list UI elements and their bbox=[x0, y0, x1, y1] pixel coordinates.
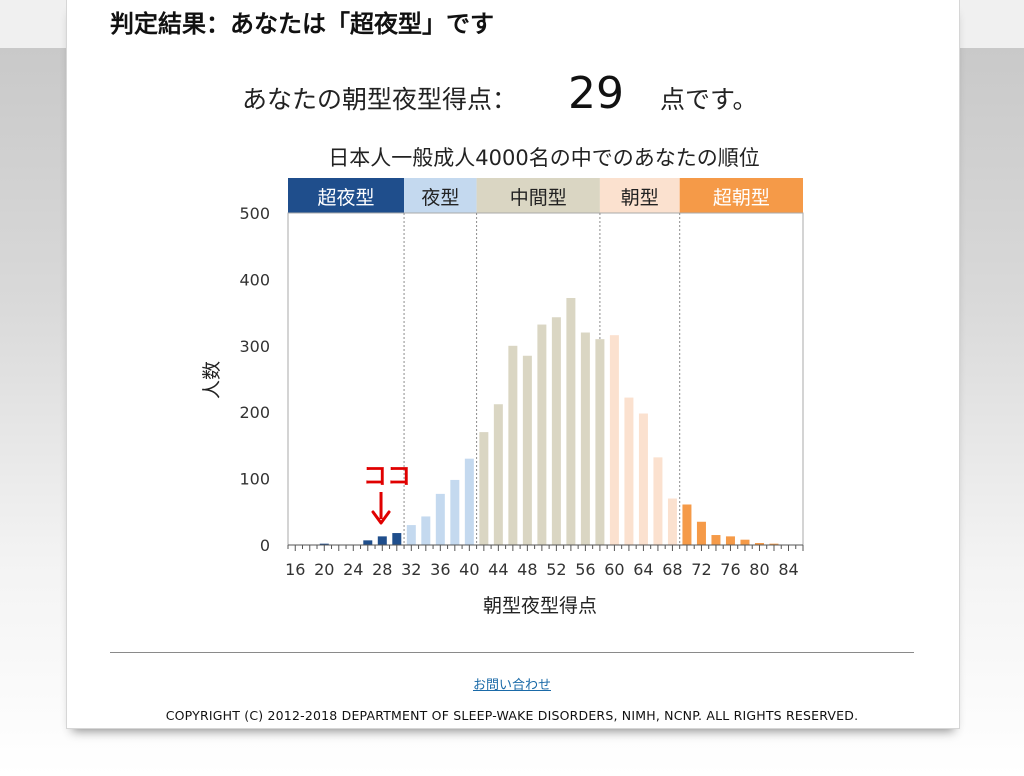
band-label: 超朝型 bbox=[713, 187, 770, 209]
histogram-bar bbox=[725, 536, 735, 545]
histogram-bar bbox=[363, 540, 373, 545]
score-prefix: あなたの朝型夜型得点： bbox=[242, 85, 518, 114]
histogram-bar bbox=[609, 335, 619, 545]
y-tick-label: 0 bbox=[260, 536, 270, 555]
histogram-bar bbox=[493, 404, 503, 545]
histogram-bar bbox=[551, 317, 561, 545]
histogram-bar bbox=[580, 332, 590, 545]
band-label: 朝型 bbox=[621, 187, 659, 209]
histogram-bar bbox=[435, 493, 445, 545]
y-tick-label: 400 bbox=[239, 270, 270, 289]
x-axis-label: 朝型夜型得点 bbox=[483, 595, 597, 617]
histogram-bar bbox=[450, 479, 460, 545]
band-label: 中間型 bbox=[510, 187, 567, 209]
x-tick-label: 80 bbox=[749, 560, 769, 579]
histogram-bar bbox=[769, 543, 779, 545]
x-tick-label: 16 bbox=[285, 560, 305, 579]
marker-arrow-icon bbox=[371, 510, 391, 525]
histogram-bar bbox=[624, 397, 634, 545]
band-label: 夜型 bbox=[421, 187, 459, 209]
x-tick-label: 32 bbox=[401, 560, 421, 579]
x-tick-label: 52 bbox=[546, 560, 566, 579]
x-tick-label: 56 bbox=[575, 560, 595, 579]
histogram-bar bbox=[508, 345, 518, 545]
x-tick-label: 72 bbox=[691, 560, 711, 579]
chart-title: 日本人一般成人4000名の中でのあなたの順位 bbox=[328, 146, 759, 170]
histogram-bar bbox=[566, 297, 576, 545]
y-tick-label: 500 bbox=[239, 204, 270, 223]
histogram-bar bbox=[392, 533, 402, 545]
histogram-bar bbox=[319, 543, 329, 545]
marker-label: ココ bbox=[363, 462, 411, 490]
x-tick-label: 24 bbox=[343, 560, 363, 579]
x-tick-label: 84 bbox=[778, 560, 798, 579]
histogram-bar bbox=[522, 355, 532, 545]
band-header bbox=[476, 178, 600, 213]
band-header bbox=[288, 178, 405, 213]
result-title: 判定結果：あなたは「超夜型」です bbox=[110, 10, 494, 38]
histogram-bar bbox=[537, 324, 547, 545]
x-tick-label: 28 bbox=[372, 560, 392, 579]
histogram-bar bbox=[479, 432, 489, 545]
histogram-bar bbox=[638, 413, 648, 545]
band-header bbox=[679, 178, 803, 213]
histogram-bar bbox=[682, 504, 692, 545]
y-axis-label: 人数 bbox=[201, 361, 223, 399]
x-tick-label: 36 bbox=[430, 560, 450, 579]
x-tick-label: 76 bbox=[720, 560, 740, 579]
footer-divider bbox=[110, 652, 914, 653]
x-tick-label: 20 bbox=[314, 560, 334, 579]
histogram-bar bbox=[653, 457, 663, 545]
histogram-bar bbox=[711, 535, 721, 545]
histogram-bar bbox=[377, 536, 387, 545]
band-header bbox=[599, 178, 680, 213]
band-header bbox=[404, 178, 477, 213]
copyright-text: COPYRIGHT (C) 2012-2018 DEPARTMENT OF SL… bbox=[165, 708, 859, 723]
x-tick-label: 64 bbox=[633, 560, 653, 579]
band-label: 超夜型 bbox=[318, 187, 375, 209]
x-tick-label: 68 bbox=[662, 560, 682, 579]
histogram-bar bbox=[740, 539, 750, 545]
contact-link[interactable]: お問い合わせ bbox=[472, 678, 551, 693]
score-value: 29 bbox=[568, 68, 624, 119]
y-tick-label: 300 bbox=[239, 337, 270, 356]
x-tick-label: 48 bbox=[517, 560, 537, 579]
histogram-bar bbox=[595, 339, 605, 545]
score-suffix: 点です。 bbox=[660, 85, 758, 114]
y-tick-label: 200 bbox=[239, 403, 270, 422]
histogram-bar bbox=[421, 516, 431, 545]
y-tick-label: 100 bbox=[239, 470, 270, 489]
histogram-bar bbox=[754, 543, 764, 545]
x-tick-label: 60 bbox=[604, 560, 624, 579]
histogram-bar bbox=[696, 521, 706, 545]
x-tick-label: 40 bbox=[459, 560, 479, 579]
histogram-bar bbox=[406, 525, 416, 545]
histogram-bar bbox=[667, 498, 677, 545]
x-tick-label: 44 bbox=[488, 560, 508, 579]
histogram-bar bbox=[464, 458, 474, 545]
score-line: あなたの朝型夜型得点： 29 点です。 bbox=[0, 64, 1024, 124]
